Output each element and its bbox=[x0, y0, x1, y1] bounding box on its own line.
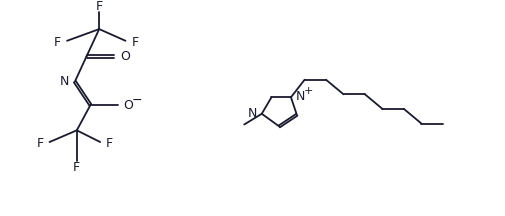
Text: N: N bbox=[247, 107, 257, 120]
Text: F: F bbox=[106, 137, 113, 151]
Text: F: F bbox=[95, 0, 103, 13]
Text: F: F bbox=[73, 161, 80, 174]
Text: +: + bbox=[303, 86, 313, 96]
Text: F: F bbox=[54, 36, 61, 49]
Text: F: F bbox=[131, 36, 138, 49]
Text: N: N bbox=[60, 75, 69, 88]
Text: F: F bbox=[36, 137, 43, 151]
Text: −: − bbox=[131, 94, 141, 107]
Text: N: N bbox=[295, 90, 305, 103]
Text: O: O bbox=[123, 98, 133, 111]
Text: O: O bbox=[120, 50, 130, 63]
